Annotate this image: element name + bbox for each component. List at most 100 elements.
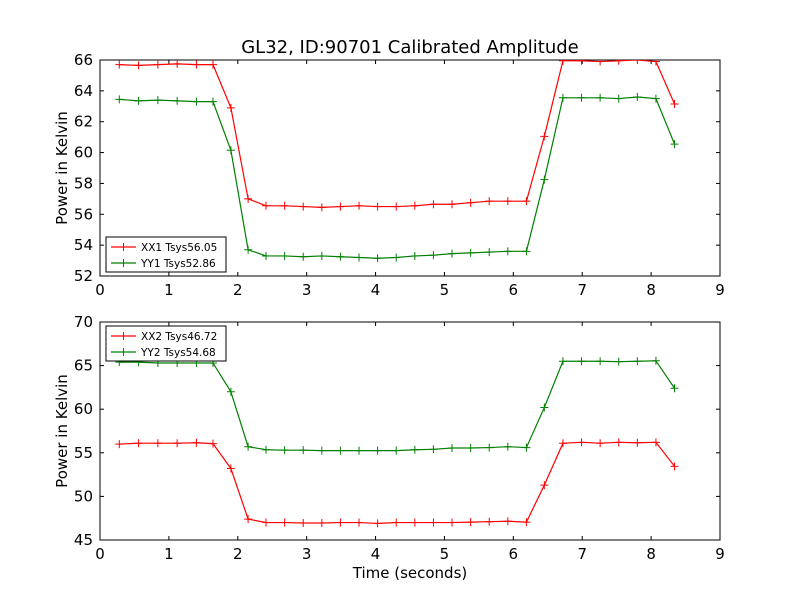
- data-point: [173, 439, 182, 448]
- data-point: [317, 251, 326, 260]
- y-tick-label: 70: [74, 313, 93, 331]
- data-point: [485, 443, 494, 452]
- data-point: [355, 446, 364, 455]
- x-tick-label: 0: [95, 545, 105, 563]
- data-point: [670, 462, 679, 471]
- data-point: [410, 445, 419, 454]
- data-point: [280, 201, 289, 210]
- data-point: [134, 61, 143, 70]
- data-point: [633, 60, 642, 64]
- data-point: [614, 60, 623, 65]
- y-tick-label: 58: [74, 174, 93, 192]
- data-point: [392, 253, 401, 262]
- legend-marker: [119, 243, 128, 251]
- data-point: [614, 94, 623, 103]
- x-tick-label: 7: [577, 281, 587, 299]
- y-tick-label: 45: [74, 531, 93, 549]
- data-point: [448, 249, 457, 258]
- data-point: [558, 357, 567, 366]
- axes-frame: [99, 321, 721, 541]
- y-tick-label: 65: [74, 357, 93, 375]
- data-point: [392, 518, 401, 527]
- data-point: [336, 518, 345, 527]
- data-point: [540, 481, 549, 490]
- legend-box: [105, 325, 227, 362]
- data-point: [670, 99, 679, 108]
- legend-label: YY1 Tsys52.86: [140, 258, 216, 270]
- x-tick-label: 5: [440, 545, 450, 563]
- figure-title: GL32, ID:90701 Calibrated Amplitude: [241, 37, 579, 58]
- data-point: [373, 202, 382, 211]
- data-point: [355, 518, 364, 527]
- data-point: [336, 446, 345, 455]
- data-point: [522, 518, 531, 527]
- x-tick-label: 2: [233, 545, 243, 563]
- data-point: [448, 518, 457, 527]
- data-point: [577, 357, 586, 366]
- y-tick-label: 54: [74, 236, 93, 254]
- data-point: [280, 518, 289, 527]
- data-point: [299, 252, 308, 261]
- data-point: [485, 197, 494, 206]
- legend-label: XX1 Tsys56.05: [141, 242, 217, 254]
- legend-label: XX2 Tsys46.72: [141, 331, 217, 343]
- y-axis-label: Power in Kelvin: [53, 111, 71, 225]
- y-tick-label: 60: [74, 144, 93, 162]
- legend-marker: [119, 259, 128, 267]
- x-tick-label: 1: [164, 545, 174, 563]
- data-point: [115, 60, 124, 69]
- data-point: [244, 194, 253, 203]
- data-point: [299, 518, 308, 527]
- data-point: [503, 517, 512, 526]
- data-point: [244, 442, 253, 451]
- data-point: [651, 60, 660, 66]
- x-tick-label: 2: [233, 281, 243, 299]
- data-point: [596, 93, 605, 102]
- x-axis-label: Time (seconds): [352, 564, 468, 582]
- x-tick-label: 6: [509, 281, 519, 299]
- x-tick-label: 9: [715, 281, 725, 299]
- data-point: [577, 60, 586, 65]
- data-point: [317, 446, 326, 455]
- legend-marker: [119, 332, 128, 340]
- data-point: [336, 202, 345, 211]
- data-point: [429, 445, 438, 454]
- data-point: [317, 518, 326, 527]
- data-point: [448, 200, 457, 209]
- data-point: [262, 445, 271, 454]
- data-point: [503, 442, 512, 451]
- data-point: [633, 357, 642, 366]
- data-point: [336, 252, 345, 261]
- data-point: [208, 439, 217, 448]
- x-tick-label: 8: [646, 545, 656, 563]
- legend: XX1 Tsys56.05 YY1 Tsys52.86: [105, 236, 227, 273]
- data-point: [299, 202, 308, 211]
- x-tick-label: 4: [371, 281, 381, 299]
- x-tick-label: 8: [646, 281, 656, 299]
- x-tick-label: 3: [302, 545, 312, 563]
- data-point: [503, 247, 512, 256]
- data-point: [596, 60, 605, 66]
- data-point: [558, 93, 567, 102]
- data-point: [522, 443, 531, 452]
- data-point: [633, 438, 642, 447]
- data-point: [614, 438, 623, 447]
- y-tick-label: 62: [74, 113, 93, 131]
- data-point: [410, 518, 419, 527]
- data-point: [577, 438, 586, 447]
- series-yy: [115, 93, 679, 263]
- data-point: [540, 403, 549, 412]
- data-point: [596, 357, 605, 366]
- data-point: [208, 97, 217, 106]
- data-point: [226, 103, 235, 112]
- data-point: [670, 140, 679, 149]
- y-tick-label: 55: [74, 444, 93, 462]
- data-point: [651, 94, 660, 103]
- data-point: [355, 201, 364, 210]
- data-point: [115, 95, 124, 104]
- data-point: [244, 245, 253, 254]
- data-point: [153, 96, 162, 105]
- legend-label: YY2 Tsys54.68: [140, 347, 216, 359]
